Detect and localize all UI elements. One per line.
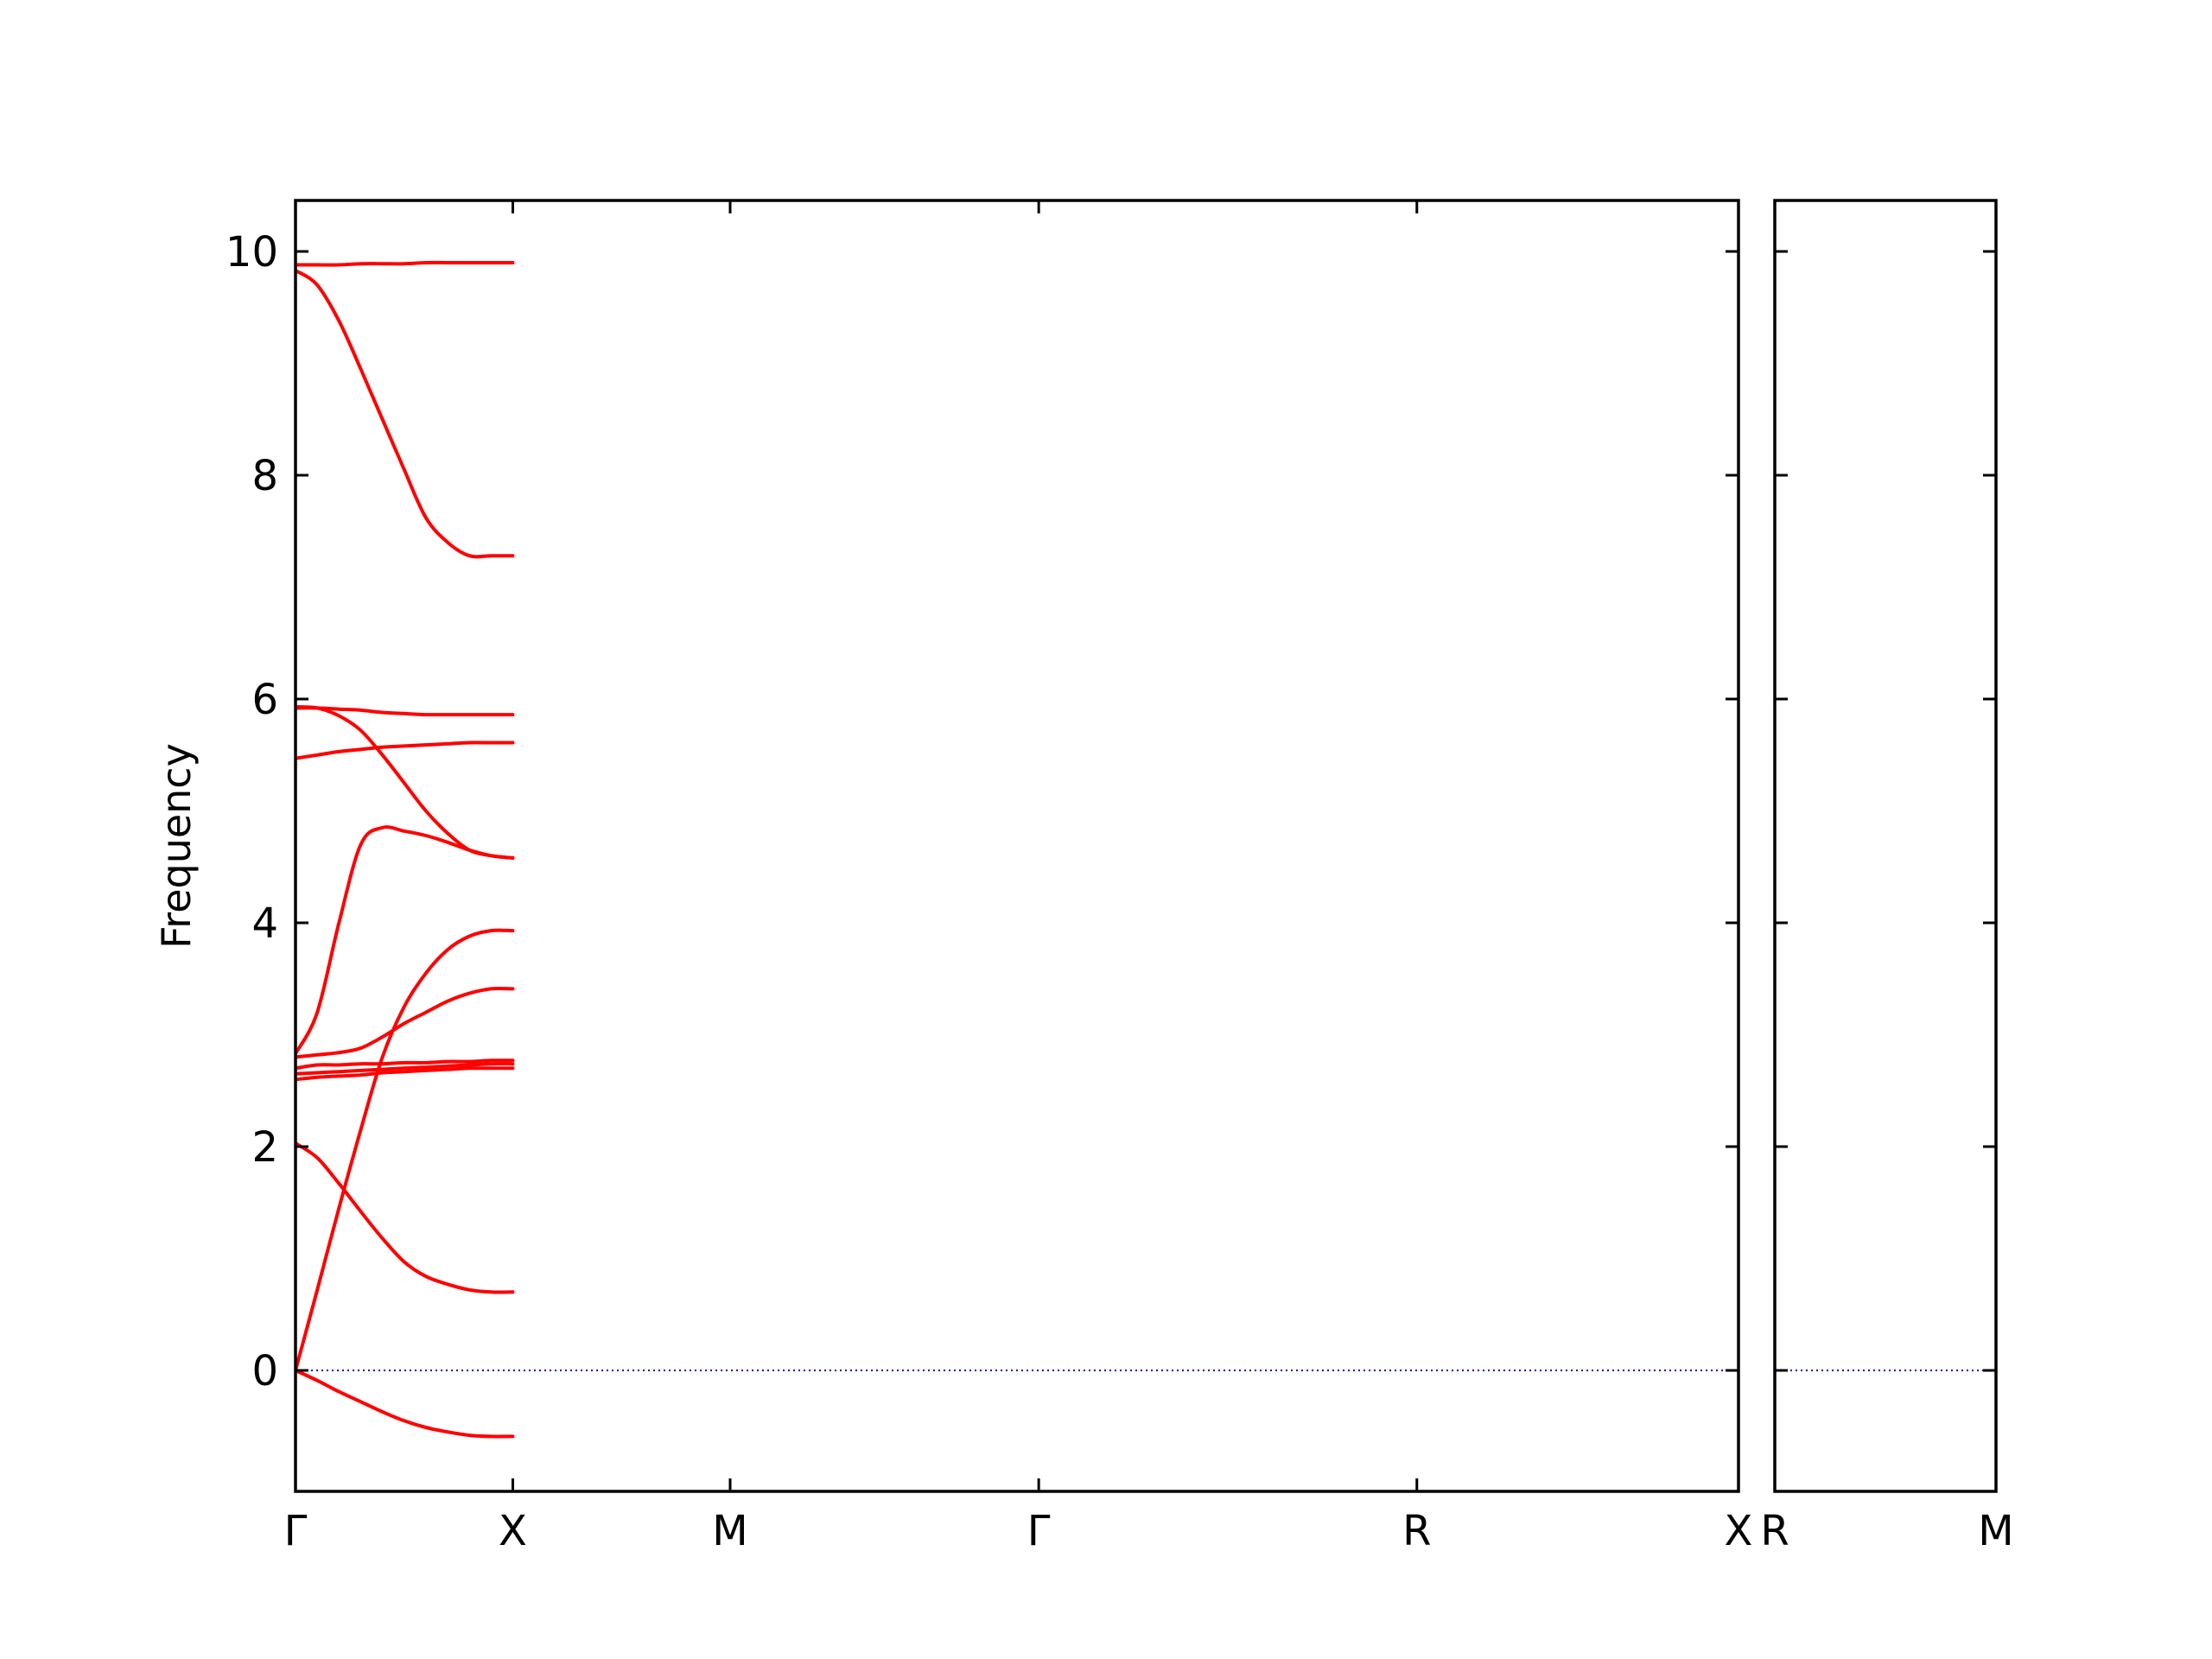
band-line xyxy=(296,1066,515,1082)
x-tick-label: X xyxy=(1725,1507,1753,1555)
band-line xyxy=(296,1058,515,1071)
band-line xyxy=(296,825,515,1056)
y-axis-label: Frequency xyxy=(153,743,200,949)
x-tick-label: Γ xyxy=(284,1507,308,1555)
y-tick-label: 4 xyxy=(251,899,278,948)
band-line xyxy=(296,1369,515,1439)
x-tick-label: M xyxy=(712,1507,747,1555)
left-panel-frame xyxy=(294,199,1740,1493)
y-tick-label: 10 xyxy=(226,228,278,276)
y-tick-label: 2 xyxy=(251,1123,278,1172)
x-tick-label: X xyxy=(499,1507,527,1555)
y-tick-label: 8 xyxy=(251,452,278,500)
band-line xyxy=(296,741,515,760)
y-tick-label: 0 xyxy=(251,1347,278,1395)
phonon-bands-left-panel xyxy=(296,260,515,1439)
band-line xyxy=(296,987,515,1059)
band-line xyxy=(296,705,515,860)
x-tick-label: Γ xyxy=(1027,1507,1051,1555)
x-tick-label: M xyxy=(1978,1507,2013,1555)
right-panel-frame xyxy=(1773,199,1998,1493)
x-tick-label: R xyxy=(1760,1507,1789,1555)
y-tick-label: 6 xyxy=(251,676,278,724)
band-line xyxy=(296,928,515,1372)
band-line xyxy=(296,269,515,559)
band-line xyxy=(296,706,515,717)
band-line xyxy=(296,1141,515,1294)
axis-ticks xyxy=(294,200,1998,1491)
band-line xyxy=(296,260,515,267)
x-tick-label: R xyxy=(1402,1507,1431,1555)
band-line xyxy=(296,1062,515,1076)
